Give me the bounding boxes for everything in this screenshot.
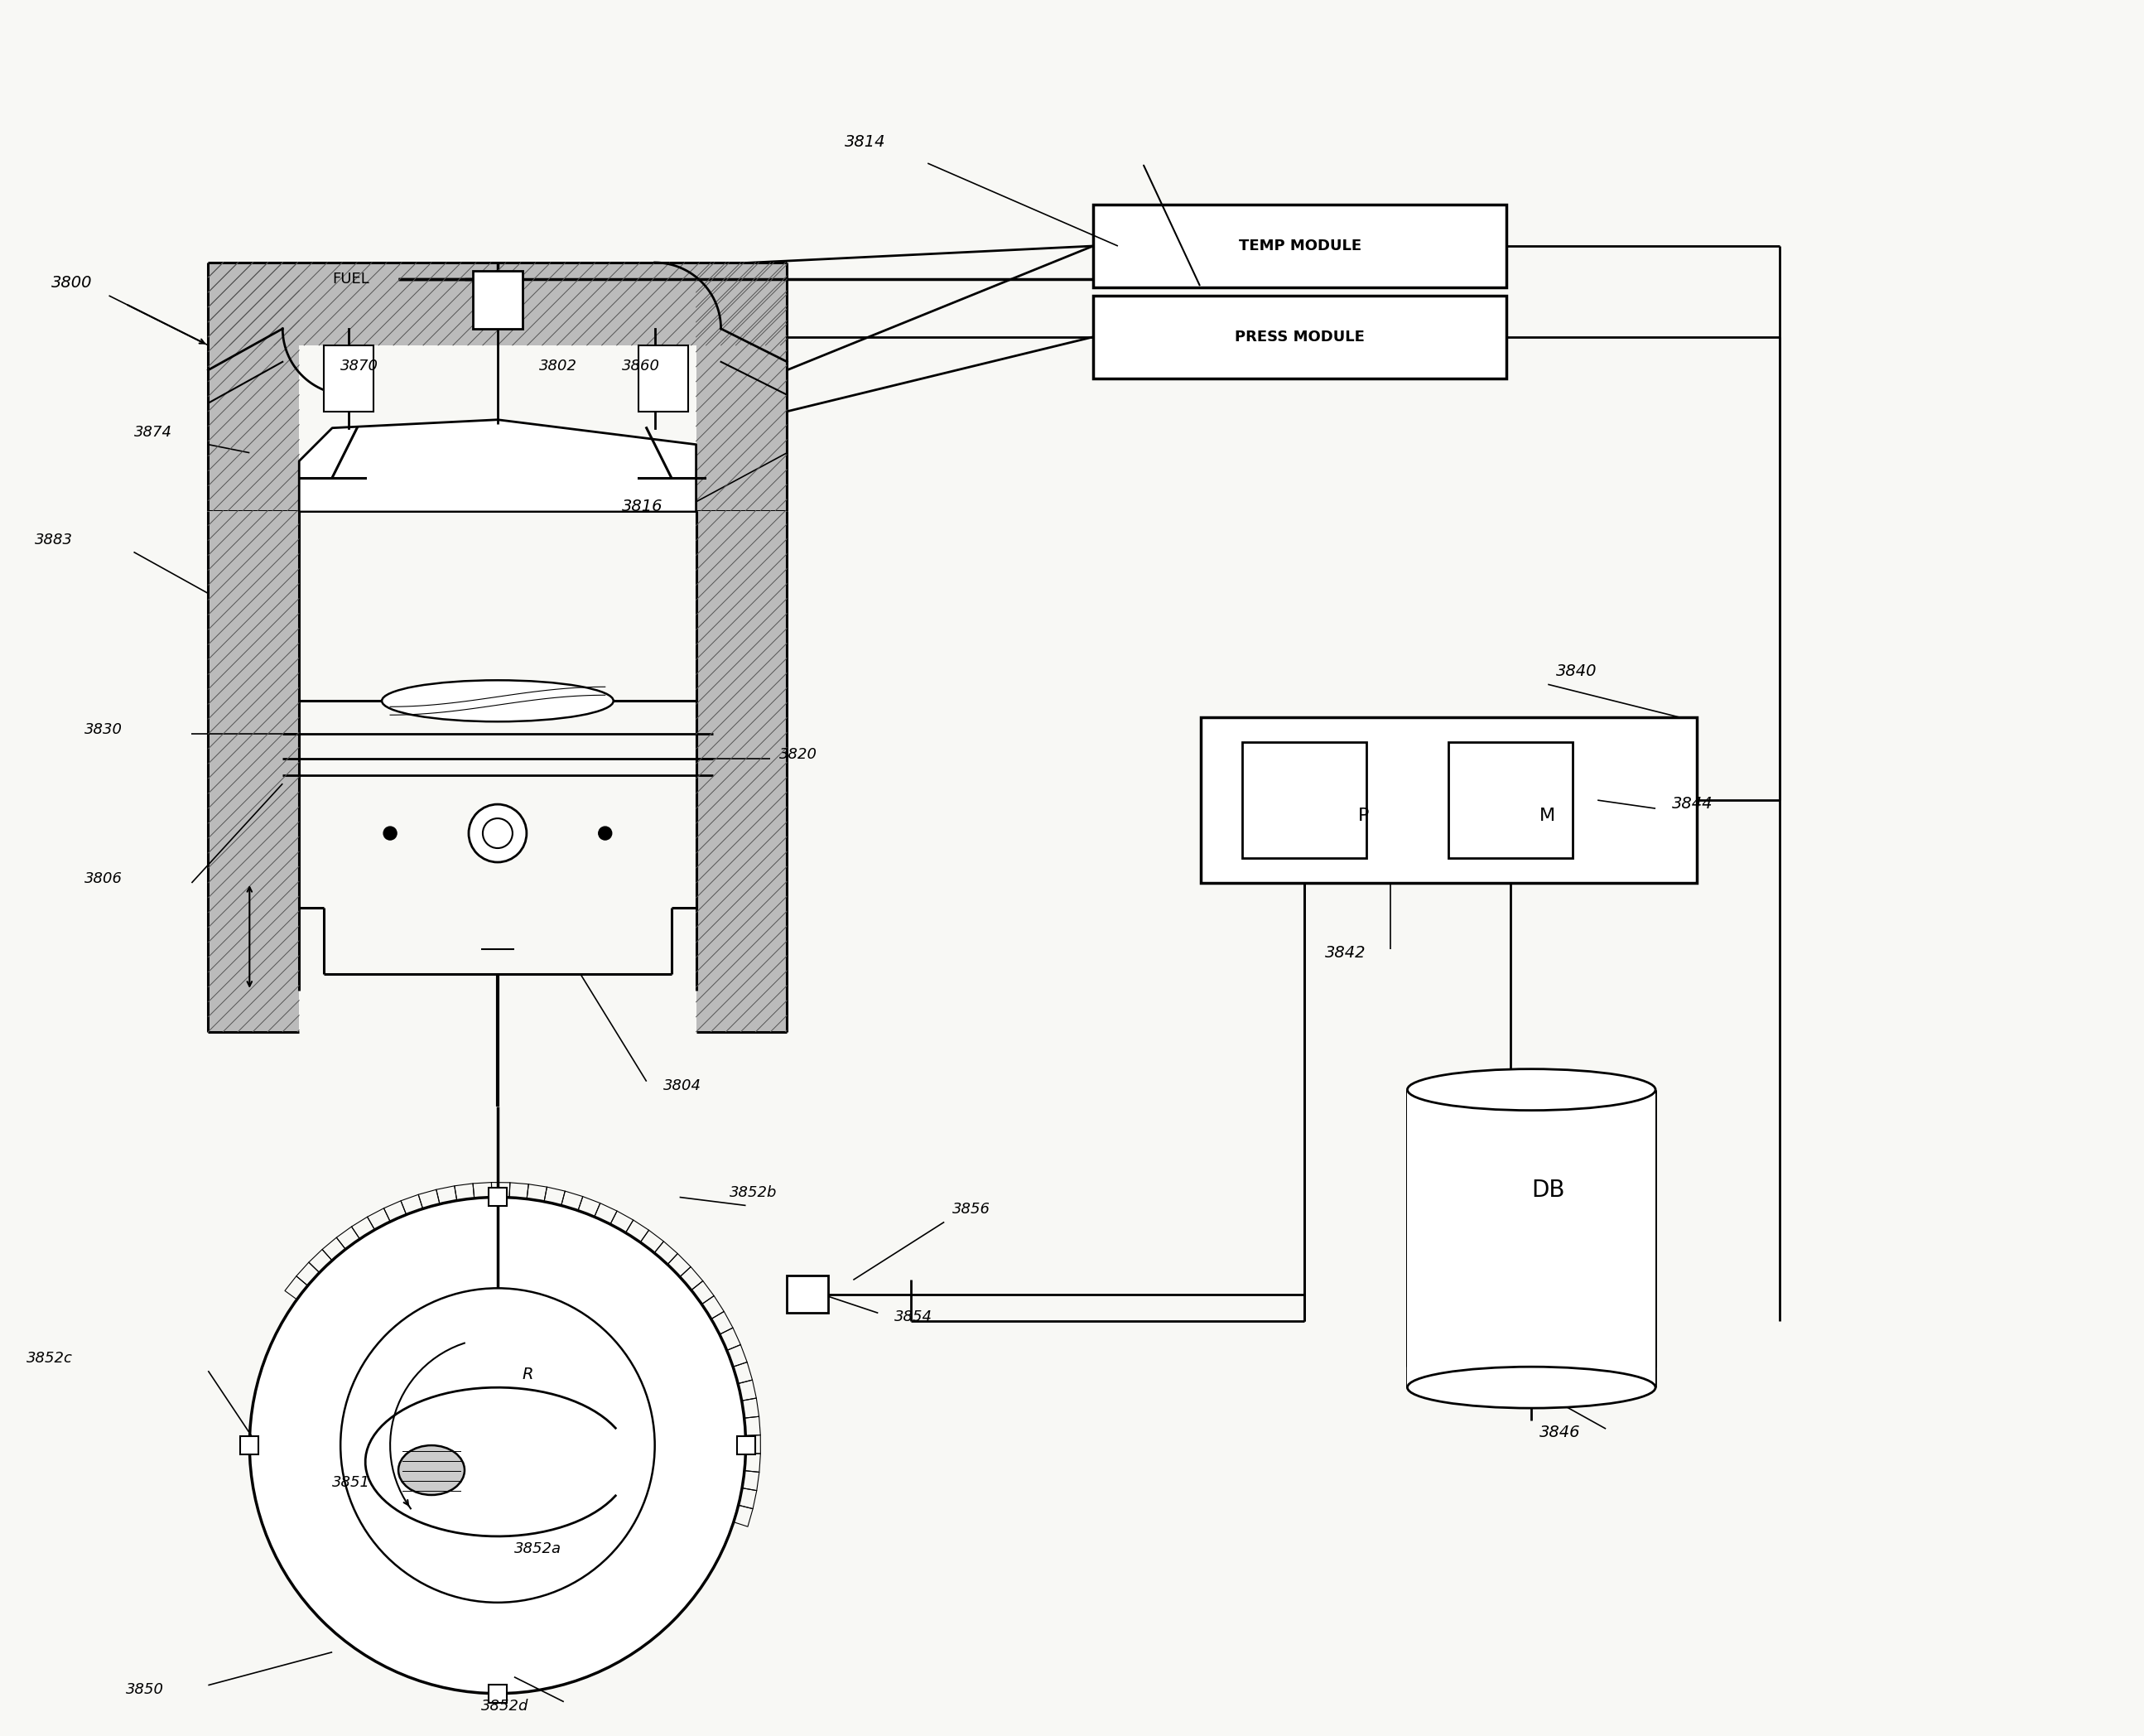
Bar [1406,1090,1655,1387]
Bar [1241,743,1366,858]
Bar [787,1276,828,1312]
Text: 3846: 3846 [1539,1425,1580,1441]
Text: 3820: 3820 [778,746,817,762]
Ellipse shape [1406,1069,1655,1111]
Text: 3802: 3802 [538,358,577,373]
Bar [1093,205,1507,288]
Text: 3840: 3840 [1557,663,1597,679]
Circle shape [384,826,397,840]
Bar [1201,717,1696,884]
Circle shape [482,818,512,849]
Text: FUEL: FUEL [332,271,369,286]
Polygon shape [300,420,697,510]
Bar [738,1436,755,1455]
Ellipse shape [382,681,613,722]
Ellipse shape [399,1446,465,1495]
Text: 3816: 3816 [622,498,662,514]
Text: 3851: 3851 [332,1476,371,1489]
Ellipse shape [1406,1366,1655,1408]
Circle shape [598,826,611,840]
Bar [697,510,787,1031]
Text: TEMP MODULE: TEMP MODULE [1239,238,1361,253]
Text: 3806: 3806 [84,871,122,885]
Text: M: M [1539,807,1557,825]
Circle shape [341,1288,654,1602]
Text: P: P [1357,807,1368,825]
Bar [1449,743,1574,858]
Text: 3852a: 3852a [515,1542,562,1555]
Text: 3800: 3800 [51,274,92,290]
Text: R: R [523,1366,534,1382]
Text: 3852c: 3852c [26,1351,73,1366]
Text: 3842: 3842 [1325,944,1366,960]
Circle shape [249,1198,746,1694]
Bar [639,345,688,411]
Bar [324,345,373,411]
Text: 3854: 3854 [894,1309,933,1325]
Bar [474,271,523,328]
Text: 3852b: 3852b [729,1186,776,1201]
Bar [1093,295,1507,378]
Bar [208,262,300,510]
Text: 3804: 3804 [662,1078,701,1094]
Text: 3856: 3856 [952,1201,991,1217]
Bar [489,1684,506,1703]
Bar [240,1436,259,1455]
Text: 3883: 3883 [34,533,73,547]
Text: DB: DB [1531,1179,1565,1201]
Text: 3874: 3874 [133,425,172,439]
Text: 3870: 3870 [341,358,379,373]
Text: 3860: 3860 [622,358,660,373]
Text: PRESS MODULE: PRESS MODULE [1235,330,1366,344]
Text: 3814: 3814 [845,134,885,149]
Text: 3852d: 3852d [480,1698,530,1713]
Text: 3844: 3844 [1672,797,1713,812]
Bar [489,1187,506,1207]
Circle shape [470,804,527,863]
Bar [697,262,787,510]
Bar [208,510,300,1031]
Bar [208,262,787,345]
Text: 3850: 3850 [126,1682,163,1696]
Text: 3830: 3830 [84,722,122,738]
